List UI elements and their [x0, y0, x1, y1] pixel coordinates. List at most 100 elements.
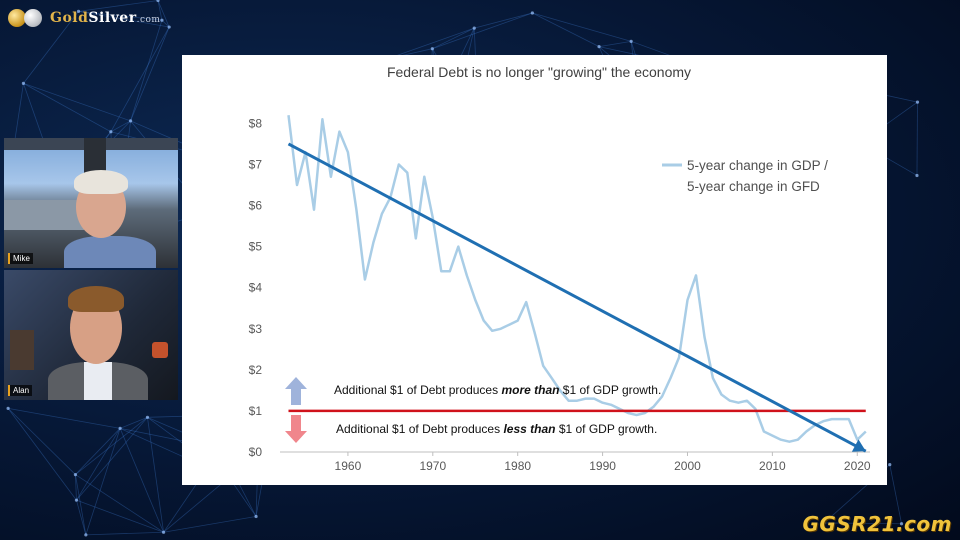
- network-line: [130, 26, 170, 122]
- participant-video-alan[interactable]: Alan: [4, 270, 178, 400]
- network-node: [73, 472, 78, 477]
- network-node: [145, 415, 150, 419]
- network-node: [167, 25, 171, 29]
- silver-coin-icon: [24, 9, 42, 27]
- network-node: [915, 173, 919, 178]
- network-line: [75, 474, 77, 501]
- participant-video-mike[interactable]: Mike: [4, 138, 178, 268]
- network-node: [6, 406, 10, 410]
- network-node: [21, 81, 26, 86]
- y-tick-label: $0: [249, 445, 263, 459]
- network-line: [110, 26, 170, 132]
- annotation-more-than: Additional $1 of Debt produces more than…: [334, 383, 661, 397]
- network-line: [474, 12, 533, 29]
- series-layer: [287, 115, 867, 453]
- y-tick-label: $5: [249, 240, 263, 254]
- annotation-less-than: Additional $1 of Debt produces less than…: [336, 422, 657, 436]
- network-line: [76, 428, 121, 501]
- x-axis: 1960 1970 1980 1990 2000 2010 2020: [335, 452, 871, 473]
- legend-label-line1: 5-year change in GDP /: [687, 158, 828, 173]
- network-line: [8, 408, 121, 429]
- y-tick-label: $7: [249, 158, 263, 172]
- participant-name-tag: Alan: [8, 385, 33, 396]
- network-node: [128, 119, 133, 123]
- network-node: [597, 45, 601, 49]
- y-tick-label: $1: [249, 404, 263, 418]
- x-tick-label: 1970: [419, 459, 446, 473]
- person-shirt: [84, 362, 112, 400]
- up-arrow-icon: [285, 377, 307, 405]
- network-node: [254, 514, 258, 519]
- y-tick-label: $6: [249, 199, 263, 213]
- network-node: [74, 498, 79, 502]
- background-object: [152, 342, 168, 358]
- gdp-gfd-ratio-line: [287, 115, 867, 443]
- network-line: [76, 499, 164, 533]
- legend: 5-year change in GDP / 5-year change in …: [662, 158, 828, 194]
- network-line: [75, 417, 148, 475]
- network-line: [75, 474, 164, 533]
- network-node: [530, 11, 534, 15]
- y-axis: $0 $1 $2 $3 $4 $5 $6 $7 $8: [249, 116, 263, 459]
- background-shelf: [10, 330, 34, 370]
- network-line: [598, 40, 632, 48]
- network-node: [472, 26, 476, 30]
- person-hair: [74, 170, 128, 194]
- network-line: [78, 10, 162, 21]
- x-tick-label: 1990: [589, 459, 616, 473]
- network-line: [161, 19, 170, 28]
- down-arrow-icon: [285, 415, 307, 443]
- network-node: [84, 533, 88, 537]
- network-line: [75, 474, 87, 535]
- y-tick-label: $4: [249, 281, 263, 295]
- network-line: [78, 0, 159, 12]
- network-node: [109, 130, 113, 134]
- network-node: [888, 463, 892, 467]
- network-line: [163, 477, 230, 533]
- network-node: [118, 426, 122, 430]
- network-line: [85, 428, 121, 536]
- trend-arrowhead-icon: [851, 439, 866, 452]
- network-line: [119, 428, 164, 533]
- ggsr21-watermark: GGSR21.com: [802, 512, 952, 536]
- network-line: [75, 428, 121, 475]
- network-line: [7, 408, 76, 475]
- x-tick-label: 2020: [844, 459, 871, 473]
- x-tick-label: 1960: [335, 459, 362, 473]
- network-node: [822, 521, 826, 525]
- debt-gdp-chart: Federal Debt is no longer "growing" the …: [249, 64, 871, 473]
- network-line: [119, 416, 148, 429]
- network-line: [532, 12, 632, 42]
- network-line: [23, 83, 131, 122]
- network-line: [76, 500, 87, 536]
- network-line: [889, 464, 902, 524]
- city-skyline: [4, 200, 84, 230]
- x-tick-label: 2000: [674, 459, 701, 473]
- network-node: [899, 522, 904, 526]
- gold-coin-icon: [8, 9, 26, 27]
- network-line: [157, 0, 163, 21]
- network-node: [156, 0, 160, 3]
- network-line: [85, 531, 164, 536]
- legend-label-line2: 5-year change in GFD: [687, 179, 820, 194]
- network-line: [432, 27, 475, 50]
- network-line: [163, 516, 257, 533]
- network-line: [387, 27, 475, 60]
- network-line: [23, 11, 79, 84]
- y-tick-label: $2: [249, 363, 263, 377]
- network-line: [824, 522, 902, 525]
- network-line: [23, 83, 112, 133]
- annotations: Additional $1 of Debt produces more than…: [285, 377, 661, 443]
- network-line: [7, 408, 77, 501]
- logo-text: GoldSilver.com: [50, 10, 161, 26]
- y-tick-label: $8: [249, 116, 263, 130]
- network-node: [76, 9, 81, 13]
- network-line: [157, 0, 170, 28]
- network-node: [629, 39, 633, 43]
- y-tick-label: $3: [249, 322, 263, 336]
- network-line: [147, 417, 164, 533]
- participant-name-tag: Mike: [8, 253, 33, 264]
- network-line: [76, 417, 148, 501]
- network-line: [78, 10, 170, 28]
- chart-title: Federal Debt is no longer "growing" the …: [387, 64, 691, 80]
